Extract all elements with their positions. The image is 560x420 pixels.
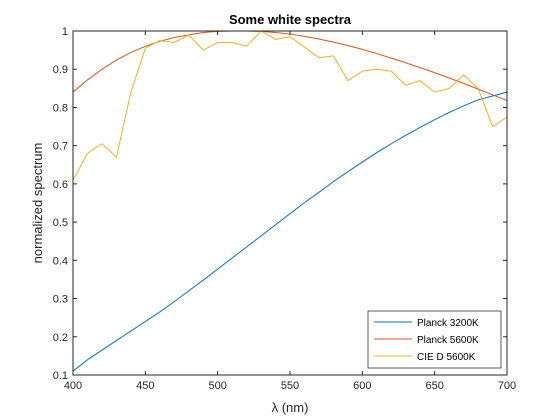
y-tick-label: 0.5 xyxy=(53,217,68,229)
y-tick-label: 0.2 xyxy=(53,332,68,344)
chart-title: Some white spectra xyxy=(229,12,352,27)
x-tick-label: 700 xyxy=(498,380,516,392)
y-tick-label: 0.9 xyxy=(53,64,68,76)
x-tick-label: 500 xyxy=(208,380,226,392)
y-tick-label: 0.7 xyxy=(53,141,68,153)
legend: Planck 3200K Planck 5600K CIE D 5600K xyxy=(367,310,502,369)
y-tick-label: 0.1 xyxy=(53,370,68,382)
y-axis-label: normalized spectrum xyxy=(30,143,45,264)
x-ticks: 400 450 500 550 600 650 700 xyxy=(64,31,516,392)
x-tick-label: 650 xyxy=(425,380,443,392)
legend-label-3: CIE D 5600K xyxy=(417,352,476,363)
x-tick-label: 450 xyxy=(136,380,154,392)
legend-label-1: Planck 3200K xyxy=(417,318,479,329)
x-tick-label: 550 xyxy=(281,380,299,392)
x-tick-label: 400 xyxy=(64,380,82,392)
y-tick-label: 0.3 xyxy=(53,294,68,306)
x-tick-label: 600 xyxy=(353,380,371,392)
series-line-3 xyxy=(72,30,508,181)
y-tick-label: 0.4 xyxy=(53,255,68,267)
legend-label-2: Planck 5600K xyxy=(417,335,479,346)
y-ticks: 0.1 0.2 0.3 0.4 0.5 0.6 0.7 0.8 0.9 1 xyxy=(53,26,507,382)
x-axis-label: λ (nm) xyxy=(272,400,309,415)
y-tick-label: 1 xyxy=(62,26,68,38)
y-tick-label: 0.8 xyxy=(53,102,68,114)
series-line-1 xyxy=(72,91,508,372)
y-tick-label: 0.6 xyxy=(53,179,68,191)
